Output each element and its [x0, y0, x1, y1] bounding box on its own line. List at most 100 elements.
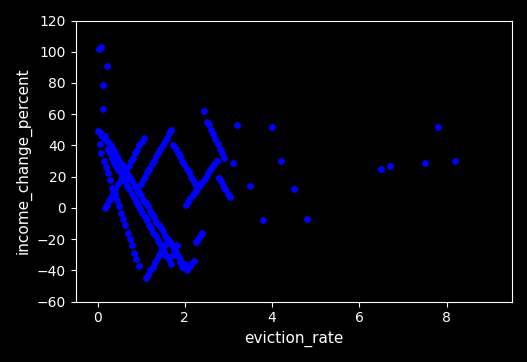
- Point: [97, 133, 106, 139]
- Point: [151, 260, 159, 265]
- Point: [187, 174, 195, 180]
- Point: [145, 208, 154, 214]
- Point: [211, 136, 220, 142]
- Point: [152, 219, 161, 225]
- Point: [154, 150, 162, 156]
- Point: [111, 150, 119, 156]
- Point: [113, 197, 121, 203]
- Point: [229, 160, 237, 165]
- Point: [218, 150, 226, 156]
- Point: [153, 238, 162, 244]
- Point: [123, 183, 131, 189]
- Point: [128, 243, 136, 248]
- Point: [167, 127, 175, 133]
- Point: [109, 189, 118, 195]
- Point: [102, 202, 111, 208]
- Point: [155, 252, 163, 258]
- Point: [124, 172, 132, 178]
- Point: [208, 164, 217, 170]
- Point: [128, 178, 136, 184]
- Point: [191, 239, 200, 245]
- Point: [122, 169, 130, 175]
- Point: [193, 236, 202, 242]
- Point: [100, 158, 108, 164]
- Point: [193, 186, 201, 192]
- Point: [140, 214, 149, 220]
- Point: [212, 158, 221, 164]
- Point: [204, 171, 212, 176]
- Point: [206, 168, 214, 173]
- Point: [136, 206, 144, 212]
- Point: [145, 166, 154, 172]
- Point: [143, 169, 151, 175]
- Point: [165, 130, 173, 136]
- Point: [159, 228, 167, 234]
- Point: [377, 166, 385, 172]
- Point: [302, 216, 311, 222]
- Point: [115, 158, 123, 164]
- Point: [99, 81, 108, 87]
- Point: [451, 158, 460, 164]
- Point: [117, 210, 125, 215]
- Point: [110, 191, 119, 197]
- Point: [167, 261, 175, 267]
- Point: [150, 158, 158, 164]
- Point: [162, 253, 171, 259]
- Point: [207, 127, 215, 133]
- Point: [187, 261, 196, 267]
- Point: [115, 178, 124, 184]
- Point: [180, 261, 188, 267]
- Point: [107, 194, 115, 200]
- Point: [103, 63, 111, 69]
- Point: [434, 124, 442, 130]
- Point: [150, 214, 159, 220]
- Point: [110, 160, 119, 165]
- Point: [118, 174, 126, 180]
- Point: [130, 194, 138, 200]
- Point: [179, 261, 187, 267]
- Point: [105, 197, 113, 203]
- Point: [216, 146, 224, 151]
- Point: [178, 264, 186, 270]
- Point: [134, 202, 142, 208]
- Point: [233, 122, 241, 128]
- Point: [109, 146, 117, 151]
- Point: [104, 139, 113, 145]
- Point: [210, 161, 219, 167]
- Point: [169, 252, 177, 258]
- Point: [141, 200, 150, 206]
- Point: [101, 133, 109, 139]
- Point: [100, 205, 109, 211]
- Point: [189, 258, 198, 264]
- Point: [154, 222, 163, 228]
- Point: [102, 164, 110, 170]
- Point: [158, 245, 167, 251]
- Point: [214, 175, 223, 181]
- Point: [226, 194, 234, 200]
- Point: [105, 150, 114, 156]
- Point: [106, 177, 114, 183]
- Point: [161, 138, 169, 144]
- Point: [99, 106, 107, 112]
- Point: [169, 143, 178, 148]
- Point: [164, 256, 173, 262]
- Point: [146, 268, 154, 273]
- Point: [221, 186, 230, 192]
- Point: [137, 193, 145, 198]
- Point: [129, 155, 137, 161]
- Point: [157, 249, 165, 254]
- Point: [114, 168, 123, 173]
- Point: [131, 150, 139, 156]
- Point: [103, 146, 112, 151]
- Point: [290, 186, 298, 192]
- Point: [121, 178, 129, 184]
- Point: [159, 244, 168, 250]
- Point: [201, 174, 210, 180]
- Point: [136, 181, 145, 187]
- Point: [176, 153, 184, 159]
- Point: [189, 193, 197, 198]
- Point: [168, 243, 176, 248]
- Point: [219, 183, 228, 189]
- Point: [156, 146, 164, 151]
- Point: [148, 161, 156, 167]
